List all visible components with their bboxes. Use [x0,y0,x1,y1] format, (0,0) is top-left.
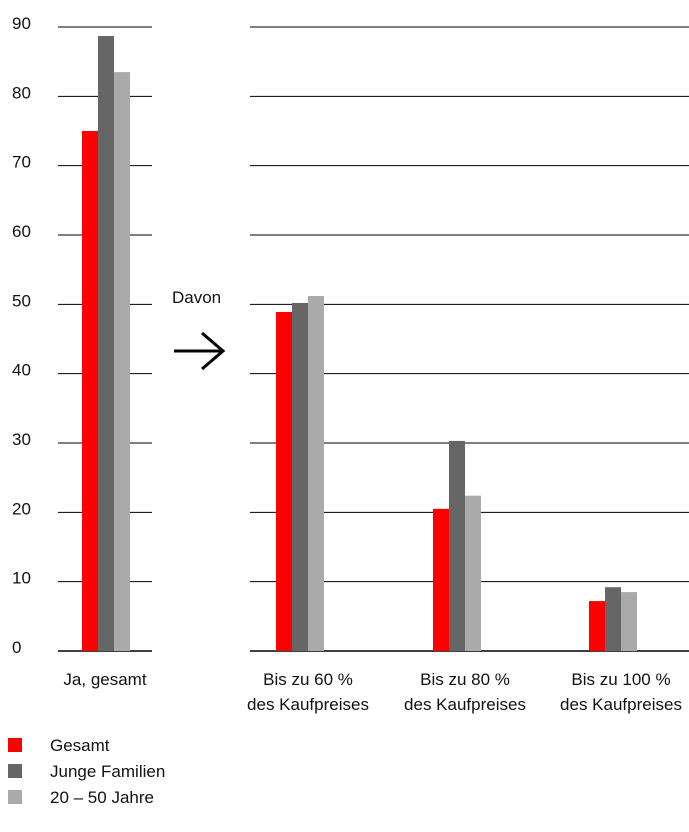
x-tick-label: Bis zu 100 % des Kaufpreises [560,670,682,714]
bar [276,311,292,651]
bar [621,592,637,651]
legend-label: 20 – 50 Jahre [50,788,154,807]
y-tick-label: 60 [12,222,31,241]
y-tick-label: 40 [12,361,31,380]
legend-label: Gesamt [50,736,110,755]
bar [605,587,621,651]
bar [98,36,114,652]
legend-swatch [8,764,22,778]
y-tick-label: 20 [12,499,31,518]
legend-label: Junge Familien [50,762,165,781]
y-tick-label: 70 [12,153,31,172]
y-tick-label: 50 [12,291,31,310]
arrow [174,331,226,371]
y-tick-label: 90 [12,14,31,33]
y-tick-label: 80 [12,83,31,102]
bar [82,131,98,651]
x-tick-label: Bis zu 80 % des Kaufpreises [404,670,526,714]
y-tick-label: 0 [12,638,21,657]
bar [433,508,449,651]
bar [292,302,308,651]
annotation: Davon [172,288,221,307]
x-tick-label: Ja, gesamt [63,670,146,689]
bar [308,296,324,651]
y-tick-label: 30 [12,430,31,449]
bar [589,601,605,651]
legend-swatch [8,738,22,752]
y-tick-label: 10 [12,569,31,588]
bar [449,440,465,651]
x-tick-label: Bis zu 60 % des Kaufpreises [247,670,369,714]
bar [114,72,130,652]
legend-swatch [8,790,22,804]
bar [465,495,481,651]
